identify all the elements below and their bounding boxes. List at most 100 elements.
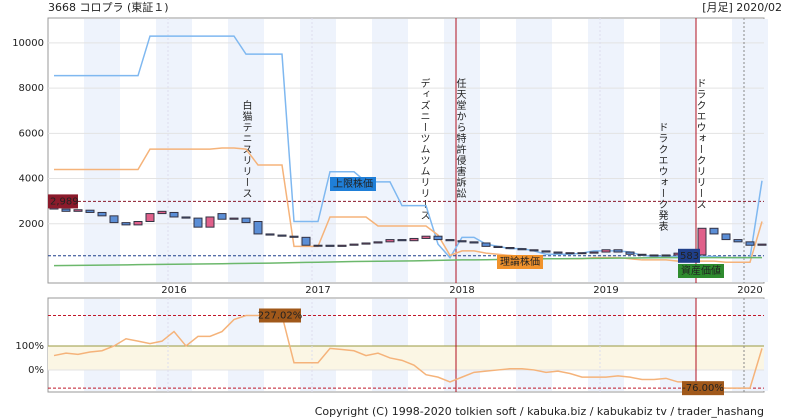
legend-label: 上限株価: [333, 177, 373, 190]
ref-label-box: [48, 194, 78, 209]
ref-label-box: [678, 248, 700, 263]
ref-label-box: [682, 381, 724, 396]
candle: [85, 209, 95, 213]
candle: [109, 215, 119, 224]
stripe: [300, 299, 336, 391]
ref-label: 583: [680, 251, 699, 262]
y-tick-label: 6000: [19, 128, 44, 139]
candle: [529, 249, 539, 252]
stripe: [444, 299, 480, 391]
candle: [145, 213, 155, 222]
x-tick-label: 2019: [593, 285, 618, 296]
candle: [613, 249, 623, 253]
stripe: [660, 19, 696, 282]
candle: [301, 236, 311, 246]
stripe: [84, 19, 120, 282]
stripe: [516, 299, 552, 391]
candle: [289, 235, 299, 238]
candle: [193, 217, 203, 228]
stripe: [516, 19, 552, 282]
candle: [709, 227, 719, 235]
stripe: [372, 19, 408, 282]
candle: [661, 254, 671, 257]
candle: [637, 253, 647, 256]
period: [月足] 2020/02: [702, 1, 782, 14]
candle: [649, 254, 659, 257]
candle: [61, 208, 71, 212]
ref-label: 2,989: [50, 196, 79, 207]
y-tick-label: 0%: [28, 365, 44, 376]
candle: [361, 242, 371, 245]
candle: [757, 243, 767, 246]
stripe: [660, 299, 696, 391]
stripe: [84, 299, 120, 391]
x-tick-label: 2018: [449, 285, 474, 296]
candle: [409, 237, 419, 242]
candle: [421, 235, 431, 239]
stripe: [732, 299, 768, 391]
candle: [325, 244, 335, 247]
candle: [481, 242, 491, 247]
candle: [589, 251, 599, 254]
annotation: ディズニーツムツムリリース: [418, 77, 430, 221]
candle: [157, 210, 167, 215]
candle: [337, 244, 347, 247]
candle: [265, 233, 275, 236]
candle: [601, 249, 611, 253]
candle: [625, 251, 635, 255]
candle: [721, 233, 731, 241]
annotation: ドラクエウォーク発表: [656, 122, 668, 232]
legend-box: [330, 177, 376, 191]
legend-label: 資産価値: [681, 264, 721, 277]
candle: [565, 252, 575, 255]
candle: [277, 234, 287, 237]
candle: [373, 241, 383, 244]
candle: [469, 241, 479, 244]
candle: [133, 220, 143, 226]
candle: [73, 209, 83, 212]
stripe: [588, 19, 624, 282]
ref-label: -76.00%: [682, 383, 724, 394]
candle: [169, 211, 179, 218]
candle: [505, 247, 515, 250]
candle: [253, 220, 263, 235]
candle: [745, 241, 755, 246]
candle: [457, 240, 467, 243]
candle: [229, 217, 239, 220]
footer: Copyright (C) 1998-2020 tolkien soft / k…: [315, 405, 764, 418]
annotation: 任天堂から特許侵害訴訟: [454, 77, 466, 199]
candle: [385, 239, 395, 243]
candle: [349, 243, 359, 246]
annotation: ドラクエウォークリリース: [694, 78, 706, 210]
ref-label-box: [259, 308, 301, 323]
stripe: [228, 299, 264, 391]
series-line: [53, 256, 762, 267]
ref-label: 227.02%: [258, 311, 303, 322]
series-line: [54, 147, 763, 263]
candle: [577, 252, 587, 255]
y-tick-label: 8000: [19, 83, 44, 94]
candle: [517, 248, 527, 251]
y-tick-label: 100%: [15, 341, 44, 352]
legend-box: [497, 255, 543, 269]
candle: [433, 235, 443, 241]
candle: [181, 216, 191, 219]
stripe: [732, 19, 768, 282]
y-tick-label: 10000: [12, 38, 44, 49]
candle: [217, 213, 227, 220]
candle: [445, 239, 455, 242]
stripe: [228, 19, 264, 282]
band: [48, 345, 764, 370]
candle: [97, 211, 107, 217]
candle: [553, 251, 563, 254]
candle: [121, 222, 131, 226]
x-tick-label: 2020: [737, 285, 762, 296]
legend-box: [678, 264, 724, 278]
candle: [733, 239, 743, 243]
candle: [241, 217, 251, 224]
x-tick-label: 2017: [305, 285, 330, 296]
y-tick-label: 4000: [19, 174, 44, 185]
legend-label: 理論株価: [500, 255, 540, 268]
y-tick-label: 2000: [19, 219, 44, 230]
